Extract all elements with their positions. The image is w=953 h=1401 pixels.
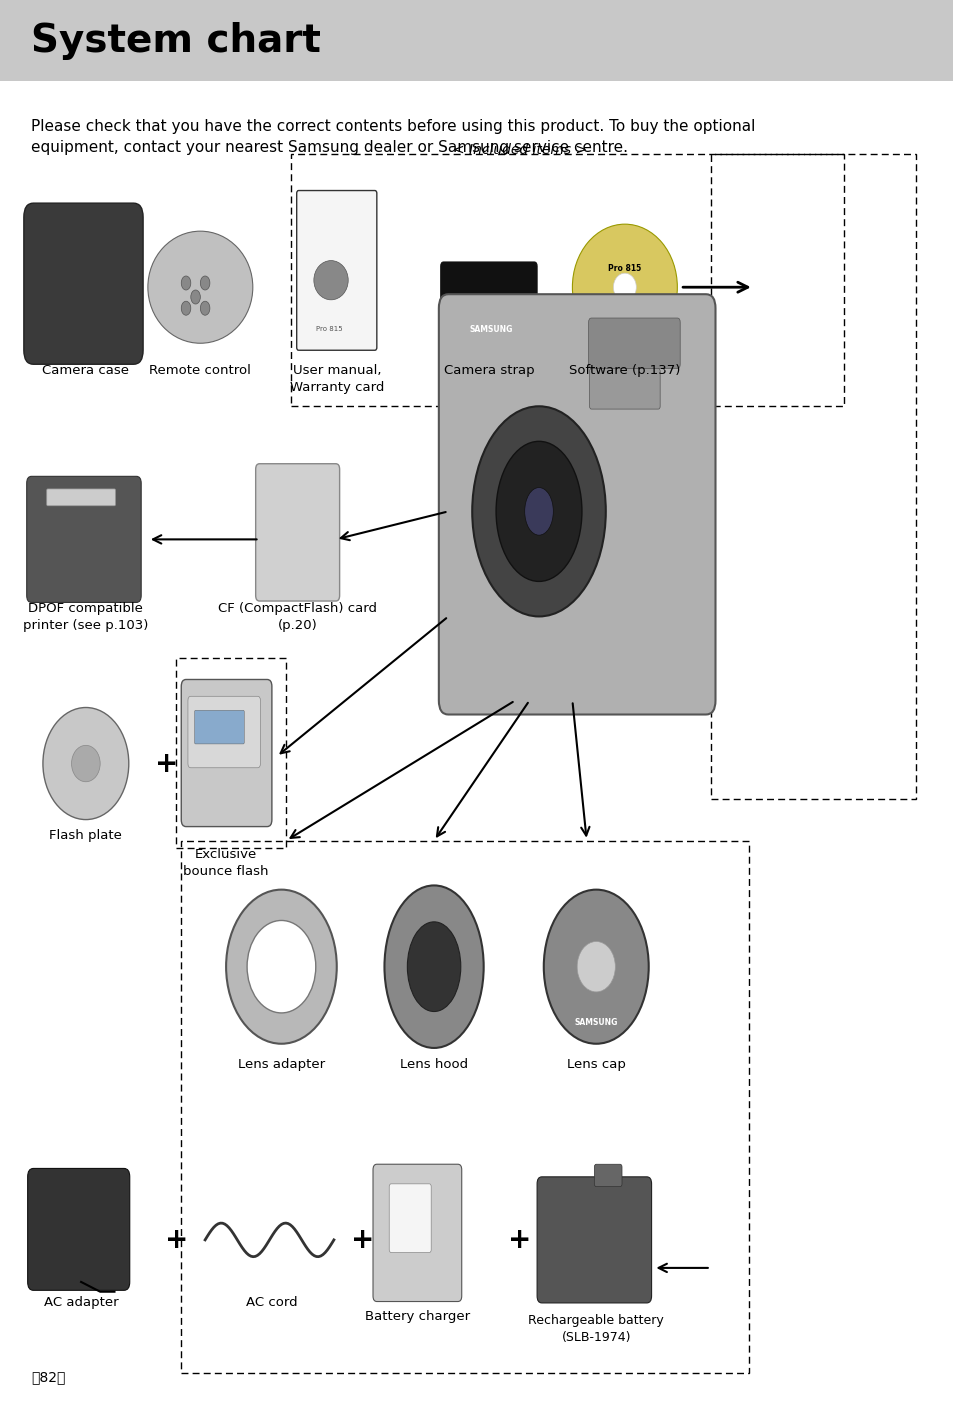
Text: AC cord: AC cord: [246, 1296, 297, 1309]
Text: Camera strap: Camera strap: [444, 364, 534, 377]
Ellipse shape: [226, 890, 336, 1044]
FancyBboxPatch shape: [27, 476, 141, 602]
Text: < Included items >: < Included items >: [453, 143, 586, 157]
Text: Pro 815: Pro 815: [608, 265, 640, 273]
Text: Lens adapter: Lens adapter: [237, 1058, 325, 1070]
Text: SAMSUNG: SAMSUNG: [574, 1019, 618, 1027]
FancyBboxPatch shape: [24, 203, 143, 364]
Ellipse shape: [71, 745, 100, 782]
FancyBboxPatch shape: [588, 318, 679, 368]
FancyBboxPatch shape: [194, 710, 244, 744]
Text: +: +: [508, 1226, 531, 1254]
Text: Lens cap: Lens cap: [566, 1058, 625, 1070]
Text: Please check that you have the correct contents before using this product. To bu: Please check that you have the correct c…: [31, 119, 755, 156]
Circle shape: [200, 301, 210, 315]
Text: Camera case: Camera case: [42, 364, 130, 377]
Ellipse shape: [543, 890, 648, 1044]
FancyBboxPatch shape: [255, 464, 339, 601]
FancyBboxPatch shape: [188, 696, 260, 768]
Text: CF (CompactFlash) card
(p.20): CF (CompactFlash) card (p.20): [218, 602, 376, 632]
FancyBboxPatch shape: [181, 679, 272, 827]
Text: 〈82〉: 〈82〉: [31, 1370, 66, 1384]
Ellipse shape: [314, 261, 348, 300]
Ellipse shape: [524, 488, 553, 535]
Text: Lens hood: Lens hood: [399, 1058, 468, 1070]
FancyBboxPatch shape: [438, 294, 715, 715]
Ellipse shape: [148, 231, 253, 343]
Ellipse shape: [572, 224, 677, 350]
Text: Software (p.137): Software (p.137): [569, 364, 679, 377]
FancyBboxPatch shape: [296, 191, 376, 350]
Text: Pro 815: Pro 815: [315, 326, 342, 332]
Text: System chart: System chart: [31, 21, 321, 60]
Ellipse shape: [247, 920, 315, 1013]
Text: Battery charger: Battery charger: [365, 1310, 470, 1323]
FancyBboxPatch shape: [389, 1184, 431, 1252]
Circle shape: [191, 290, 200, 304]
Text: +: +: [351, 1226, 374, 1254]
Ellipse shape: [472, 406, 605, 616]
FancyBboxPatch shape: [440, 262, 537, 319]
Ellipse shape: [384, 885, 483, 1048]
FancyBboxPatch shape: [589, 368, 659, 409]
Text: SAMSUNG: SAMSUNG: [469, 325, 513, 333]
Text: Flash plate: Flash plate: [50, 829, 122, 842]
Text: Rechargeable battery
(SLB-1974): Rechargeable battery (SLB-1974): [528, 1314, 663, 1344]
Circle shape: [181, 276, 191, 290]
FancyBboxPatch shape: [537, 1177, 651, 1303]
FancyBboxPatch shape: [0, 0, 953, 81]
Ellipse shape: [496, 441, 581, 581]
Text: +: +: [165, 1226, 188, 1254]
Ellipse shape: [577, 941, 615, 992]
Text: Exclusive
bounce flash: Exclusive bounce flash: [183, 848, 269, 877]
Text: +: +: [155, 750, 178, 778]
Ellipse shape: [43, 708, 129, 820]
Ellipse shape: [613, 273, 636, 301]
Text: Remote control: Remote control: [150, 364, 251, 377]
Text: DPOF compatible
printer (see p.103): DPOF compatible printer (see p.103): [23, 602, 149, 632]
FancyBboxPatch shape: [28, 1168, 130, 1290]
Ellipse shape: [407, 922, 460, 1012]
FancyBboxPatch shape: [47, 489, 115, 506]
FancyBboxPatch shape: [373, 1164, 461, 1302]
Text: AC adapter: AC adapter: [44, 1296, 118, 1309]
FancyBboxPatch shape: [594, 1164, 621, 1187]
Circle shape: [181, 301, 191, 315]
Circle shape: [200, 276, 210, 290]
Text: User manual,
Warranty card: User manual, Warranty card: [290, 364, 383, 394]
